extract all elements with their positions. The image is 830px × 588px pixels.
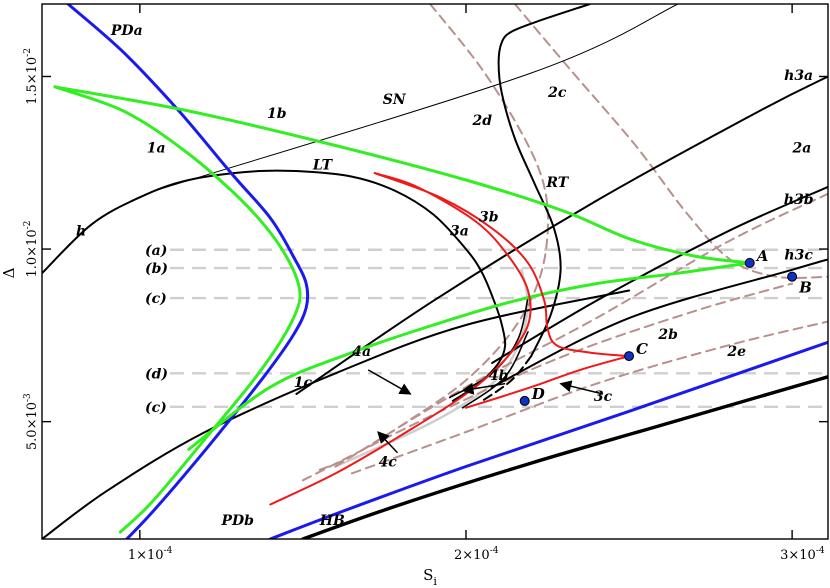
point-D (519, 395, 530, 406)
curve-h (42, 169, 507, 402)
y-tick-label-0: 5.0×10-3 (23, 393, 40, 450)
curve-label-3c: 3c (594, 389, 613, 405)
level-label-1: (b) (145, 261, 168, 277)
curve-label-HB: HB (319, 513, 345, 529)
y-tick-label-1: 1.0×10-2 (23, 221, 40, 278)
level-label-2: (c) (145, 291, 167, 307)
arrow-4c (377, 431, 399, 454)
curve-label-4c: 4c (379, 455, 398, 471)
point-label-B: B (798, 279, 812, 297)
curve-label-PDa: PDa (110, 23, 143, 39)
x-tick-label-1: 2×10-4 (454, 546, 499, 563)
curve-lower-h (42, 289, 631, 539)
plot-frame (41, 3, 829, 540)
curve-HB (301, 375, 828, 539)
curve-1b (53, 85, 752, 265)
curve-RT (497, 4, 591, 358)
curve-label-4b: 4b (489, 368, 509, 384)
curve-label-SN: SN (383, 92, 407, 108)
curve-2e (350, 320, 828, 475)
curve-PDa (66, 4, 310, 539)
curve-label-1c: 1c (294, 375, 313, 391)
point-label-C: C (636, 340, 648, 358)
curve-h3c (491, 258, 828, 389)
arrow-4b (461, 382, 506, 395)
curve-label-h: h (76, 223, 86, 239)
curve-3b (373, 172, 631, 358)
curve-2c (513, 4, 828, 279)
point-C (624, 351, 635, 362)
curve-label-2c: 2c (547, 85, 567, 101)
curve-label-2d: 2d (472, 113, 493, 129)
curve-label-h3a: h3a (784, 68, 813, 84)
curve-3c (465, 355, 631, 409)
curve-SN (155, 4, 679, 191)
curve-label-2e: 2e (726, 344, 746, 360)
curve-RT-dash (481, 355, 533, 402)
point-A (744, 257, 755, 268)
x-tick-label-2: 3×10-4 (780, 546, 825, 563)
curve-3a (269, 172, 532, 506)
curve-label-2b: 2b (657, 327, 678, 343)
curve-label-1a: 1a (147, 140, 166, 156)
curve-label-2a: 2a (792, 140, 812, 156)
curve-label-h3b: h3b (784, 192, 814, 208)
curve-label-3b: 3b (479, 209, 499, 225)
curve-label-PDb: PDb (220, 513, 254, 529)
point-label-D: D (531, 385, 545, 403)
level-label-0: (a) (145, 243, 167, 259)
curve-label-h3c: h3c (784, 247, 813, 263)
curve-h3b (491, 185, 828, 364)
level-label-4: (c) (145, 400, 167, 416)
curve-2b (301, 282, 794, 482)
curve-black-bundle-b (461, 331, 529, 409)
curve-PDb (268, 340, 828, 539)
curve-label-RT: RT (545, 175, 569, 191)
curve-label-LT: LT (312, 158, 334, 174)
curve-label-1b: 1b (267, 106, 287, 122)
curve-label-3a: 3a (450, 223, 469, 239)
curve-label-4a: 4a (352, 344, 371, 360)
curve-h3a (295, 75, 828, 395)
point-B (787, 271, 798, 282)
x-tick-label-0: 1×10-4 (128, 546, 173, 563)
curve-1a (53, 85, 302, 534)
point-label-A: A (755, 247, 769, 265)
arrow-4a (367, 369, 412, 395)
x-axis-title: Si (423, 566, 437, 588)
curve-1c (187, 261, 752, 451)
y-axis-title: Δ (0, 267, 18, 278)
arrow-3c (559, 380, 604, 395)
level-label-3: (d) (145, 366, 168, 382)
y-tick-label-2: 1.5×10-2 (23, 48, 40, 105)
